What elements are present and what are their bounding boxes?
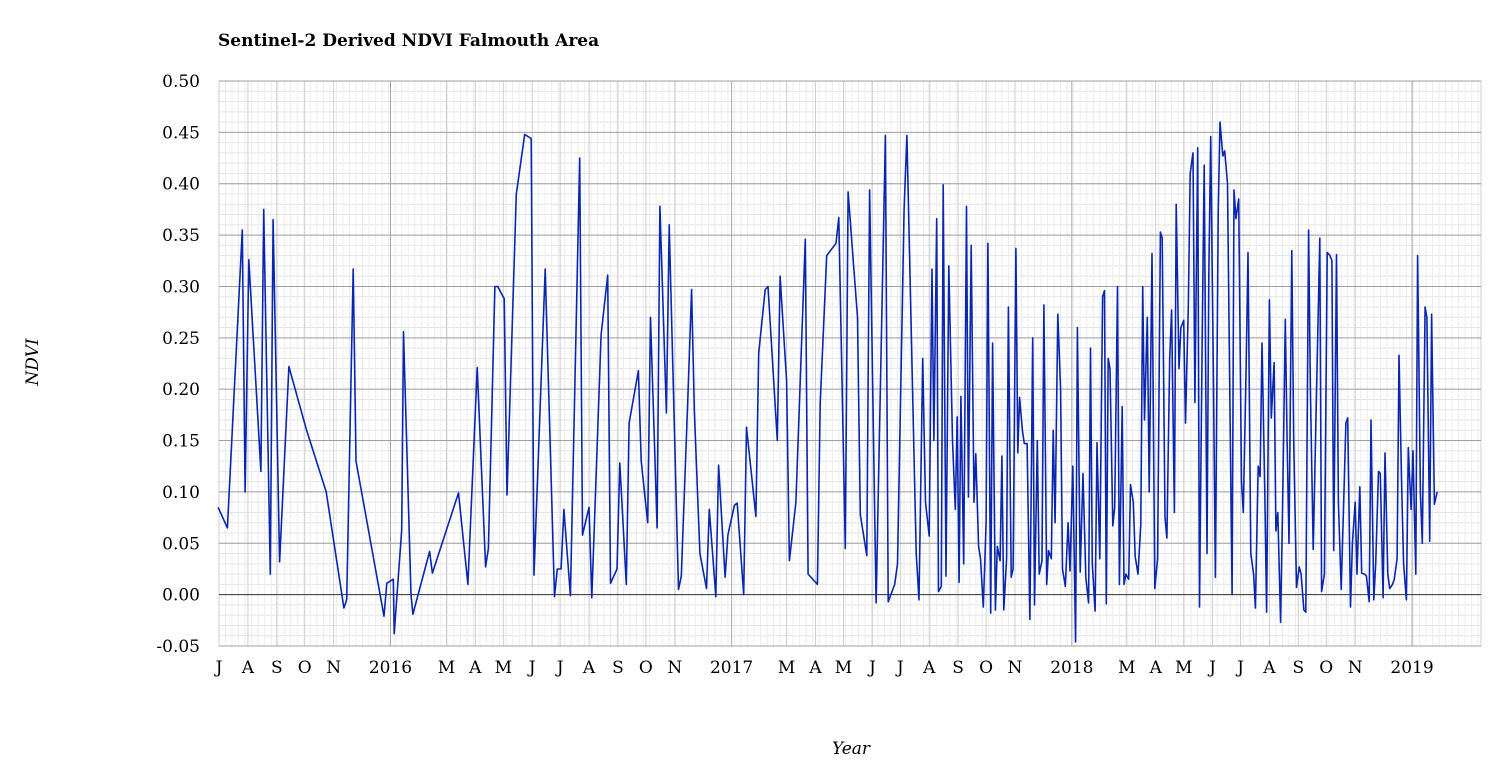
x-tick-label: M (835, 658, 852, 678)
x-tick-label: 2018 (1050, 658, 1093, 678)
x-tick-label: A (582, 658, 596, 678)
y-tick-label: 0.25 (162, 329, 200, 349)
x-tick-label: O (979, 658, 993, 678)
y-tick-label: 0.45 (162, 123, 200, 143)
x-tick-label: M (1175, 658, 1192, 678)
x-tick-label: A (1262, 658, 1276, 678)
x-tick-label: J (1235, 658, 1244, 678)
x-axis-ticks: J A S O N 2016 M A M J J A S O N 2017 M A M J J A S O N 2018 M A M J J… (214, 658, 1434, 678)
x-tick-label: O (1319, 658, 1333, 678)
y-axis-ticks: 0.50 0.45 0.40 0.35 0.30 0.25 0.20 0.15 0.10 0.05… (156, 72, 200, 657)
x-tick-label: A (922, 658, 936, 678)
y-tick-label: 0.00 (162, 586, 200, 606)
y-tick-label: 0.40 (162, 175, 200, 195)
x-tick-label: S (271, 658, 283, 678)
x-tick-label: J (214, 658, 223, 678)
x-tick-label: M (495, 658, 512, 678)
gridlines (218, 80, 1482, 647)
x-tick-label: J (555, 658, 564, 678)
x-tick-label: J (895, 658, 904, 678)
x-tick-label: S (612, 658, 624, 678)
chart-title: Sentinel-2 Derived NDVI Falmouth Area (218, 31, 600, 51)
y-tick-label: 0.20 (162, 380, 200, 400)
x-tick-label: M (1118, 658, 1135, 678)
x-tick-label: S (1292, 658, 1304, 678)
y-tick-label: 0.30 (162, 277, 200, 297)
x-tick-label: M (438, 658, 455, 678)
y-tick-label: 0.35 (162, 226, 200, 246)
x-tick-label: O (639, 658, 653, 678)
x-tick-label: M (778, 658, 795, 678)
x-tick-label: N (667, 658, 682, 678)
y-tick-label: 0.05 (162, 534, 200, 554)
x-tick-label: N (1348, 658, 1363, 678)
x-tick-label: A (241, 658, 255, 678)
y-tick-label: 0.10 (162, 483, 200, 503)
x-tick-label: J (527, 658, 536, 678)
x-tick-label: S (952, 658, 964, 678)
x-tick-label: A (808, 658, 822, 678)
y-tick-label: -0.05 (156, 637, 200, 657)
x-tick-label: O (298, 658, 312, 678)
x-tick-label: 2019 (1390, 658, 1433, 678)
y-tick-label: 0.15 (162, 432, 200, 452)
x-tick-label: 2017 (710, 658, 753, 678)
series-line (217, 121, 1438, 643)
x-tick-label: A (1149, 658, 1163, 678)
x-tick-label: 2016 (369, 658, 412, 678)
x-tick-label: J (1207, 658, 1216, 678)
x-tick-label: J (867, 658, 876, 678)
x-axis-title: Year (831, 739, 871, 759)
x-tick-label: A (468, 658, 482, 678)
x-tick-label: N (1008, 658, 1023, 678)
x-tick-label: N (326, 658, 341, 678)
series-layer (217, 121, 1438, 643)
y-tick-label: 0.50 (162, 72, 200, 92)
